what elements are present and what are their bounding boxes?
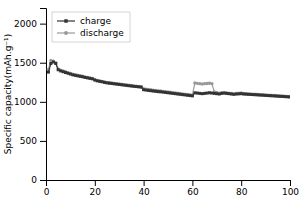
point bbox=[54, 62, 57, 65]
y-tick: 1000 bbox=[14, 97, 46, 107]
point bbox=[210, 82, 213, 85]
y-tick-label: 500 bbox=[20, 136, 37, 146]
y-tick-label: 1500 bbox=[14, 58, 37, 68]
x-tick: 100 bbox=[282, 180, 299, 197]
y-axis-line bbox=[40, 9, 47, 181]
x-tick-label: 20 bbox=[90, 187, 102, 197]
y-tick-label: 1000 bbox=[14, 97, 37, 107]
x-tick: 40 bbox=[138, 180, 150, 197]
y-tick-mark bbox=[40, 180, 46, 181]
x-tick-mark bbox=[95, 180, 96, 186]
legend-label: discharge bbox=[80, 28, 124, 38]
y-tick: 2000 bbox=[14, 19, 46, 29]
legend-marker bbox=[64, 31, 68, 35]
legend: charge discharge bbox=[52, 12, 130, 42]
y-tick: 0 bbox=[31, 175, 46, 185]
x-tick: 80 bbox=[236, 180, 248, 197]
legend-marker bbox=[64, 19, 67, 22]
series-line bbox=[48, 60, 290, 96]
legend-box bbox=[52, 12, 130, 42]
legend-item: charge bbox=[57, 16, 111, 26]
y-axis: 0 500 1000 1500 2000 bbox=[14, 9, 46, 186]
x-tick: 20 bbox=[90, 180, 102, 197]
x-tick-label: 0 bbox=[44, 187, 50, 197]
y-axis-label: Specific capacity(mAh.g⁻¹) bbox=[3, 34, 13, 154]
x-tick: 0 bbox=[44, 180, 50, 197]
x-tick-mark bbox=[192, 180, 193, 186]
legend-item: discharge bbox=[57, 28, 124, 38]
series-line bbox=[48, 62, 290, 97]
y-tick-mark bbox=[40, 63, 46, 64]
chart: 0204060801000500100015002000Specific cap… bbox=[0, 0, 300, 200]
y-tick: 1500 bbox=[14, 58, 46, 68]
y-tick-label: 2000 bbox=[14, 19, 37, 29]
point bbox=[47, 71, 50, 74]
legend-label: charge bbox=[80, 16, 111, 26]
series-markers bbox=[47, 59, 290, 99]
x-axis-line bbox=[47, 181, 291, 187]
x-tick-mark bbox=[241, 180, 242, 186]
point bbox=[140, 86, 143, 89]
plot-area bbox=[47, 59, 290, 99]
y-tick-mark bbox=[40, 102, 46, 103]
point bbox=[191, 94, 194, 97]
x-tick: 60 bbox=[187, 180, 199, 197]
series-markers bbox=[47, 60, 290, 98]
y-tick-mark bbox=[40, 141, 46, 142]
y-tick-label: 0 bbox=[31, 175, 37, 185]
x-axis: 0 20 40 60 80 100 bbox=[44, 180, 300, 197]
x-tick-label: 100 bbox=[282, 187, 299, 197]
x-tick-label: 60 bbox=[187, 187, 199, 197]
x-tick-label: 80 bbox=[236, 187, 248, 197]
x-tick-mark bbox=[144, 180, 145, 186]
y-tick: 500 bbox=[20, 136, 46, 146]
y-tick-mark bbox=[40, 24, 46, 25]
x-tick-label: 40 bbox=[138, 187, 150, 197]
point bbox=[289, 95, 291, 98]
x-tick-mark bbox=[290, 180, 291, 186]
